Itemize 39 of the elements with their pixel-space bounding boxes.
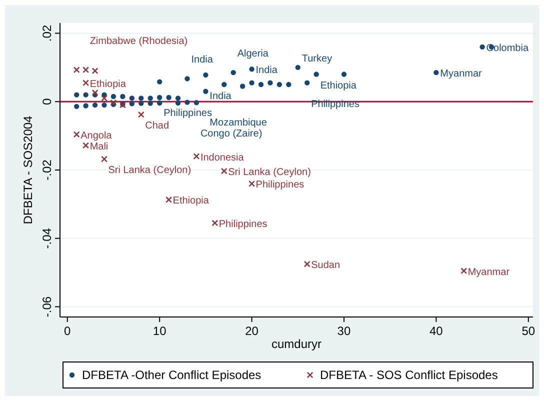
y-tick-label: -.02 [40, 159, 54, 180]
annotation: Philippines [218, 218, 268, 230]
x-tick-label: 0 [64, 324, 72, 338]
annotation: Myanmar [468, 266, 510, 278]
y-tick-label: .02 [40, 24, 54, 42]
x-tick-label: 30 [337, 324, 351, 338]
x-tick-label: 40 [430, 324, 444, 338]
annotation: Philippines [256, 180, 304, 191]
annotation: Mali [90, 141, 108, 152]
y-tick-label: -.06 [40, 296, 54, 318]
annotation: Algeria [237, 48, 269, 60]
x-tick-label: 50 [522, 324, 536, 338]
x-tick-label: 20 [245, 324, 259, 338]
annotation: India [256, 65, 278, 76]
y-axis-title: DFBETA - SOS2004 [21, 115, 35, 224]
annotation: Sri Lanka (Ceylon) [108, 165, 192, 176]
legend-label: DFBETA - SOS Conflict Episodes [320, 368, 498, 382]
annotation: Congo (Zaire) [200, 128, 262, 140]
annotation: Colombia [486, 42, 529, 54]
y-tick-label: -.04 [40, 228, 54, 249]
annotation: Indonesia [200, 152, 244, 164]
annotation: Ethiopia [172, 196, 210, 207]
x-axis-title: cumduryr [271, 337, 322, 351]
annotation: India [191, 54, 214, 66]
x-tick-label: 10 [152, 324, 167, 338]
annotation: Mozambique [210, 117, 268, 128]
annotation: Zimbabwe (Rhodesia) [90, 36, 188, 47]
annotation: Sri Lanka (Ceylon) [228, 167, 311, 178]
legend-label: DFBETA -Other Conflict Episodes [82, 368, 262, 382]
annotation: Myanmar [440, 68, 483, 80]
annotation: Ethiopia [90, 78, 126, 90]
annotation: Turkey [302, 53, 332, 64]
annotation: India [210, 90, 232, 102]
annotation: Sudan [311, 260, 340, 272]
annotation: Ethiopia [320, 80, 357, 92]
y-tick-label: 0 [40, 98, 54, 105]
annotation: Chad [145, 120, 170, 132]
annotation: Philippines [164, 108, 212, 119]
annotation: Angola [80, 130, 112, 142]
